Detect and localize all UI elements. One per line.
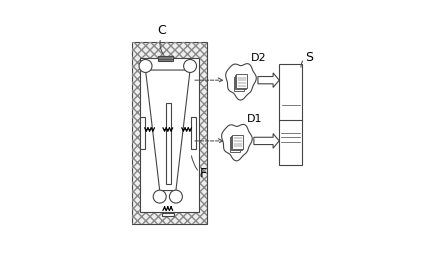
Bar [190,117,195,149]
Bar [162,213,174,216]
Text: S: S [305,51,313,64]
Bar [158,57,173,61]
Bar [235,75,246,89]
Text: D1: D1 [247,114,262,124]
Bar [140,58,199,212]
Text: D2: D2 [251,53,266,63]
Circle shape [170,190,182,203]
Polygon shape [254,134,279,148]
Bar [237,74,247,88]
Circle shape [184,59,197,73]
Text: F: F [200,167,207,180]
Bar [230,138,240,152]
Bar [232,135,243,149]
Bar [166,103,170,184]
Polygon shape [222,124,252,161]
Bar [234,77,244,91]
Bar [140,117,145,149]
Bar [132,42,207,224]
Polygon shape [258,73,279,88]
Bar [132,42,207,224]
Text: C: C [157,24,166,37]
Bar [231,136,242,150]
Circle shape [139,59,152,73]
Bar [279,64,302,165]
Circle shape [153,190,166,203]
Polygon shape [226,64,256,100]
